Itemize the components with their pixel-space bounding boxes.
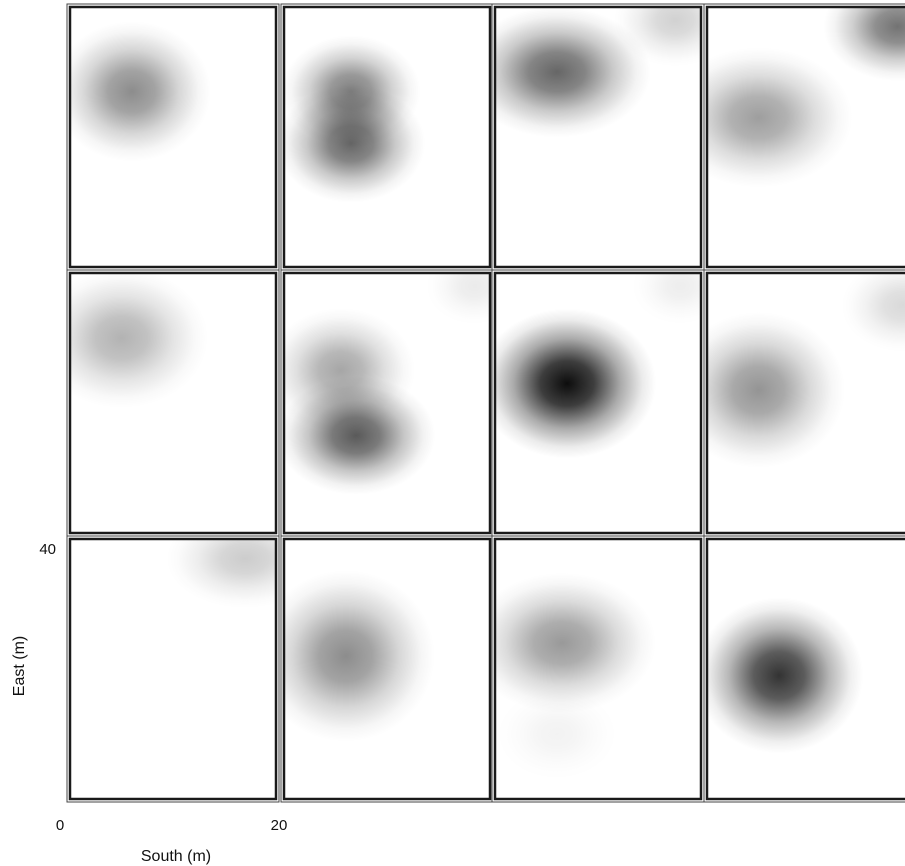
panel-frame [493,271,703,535]
heatmap-panel-r2-c4 [703,269,905,537]
density-blob [707,312,845,468]
y-axis-label: East (m) [11,636,28,696]
heatmap-panel-r2-c2 [280,269,494,537]
density-blob [425,273,490,325]
panel-grid [66,3,905,803]
density-blob [166,539,276,609]
heatmap-panel-r1-c3 [491,3,705,271]
heatmap-panel-r1-c4 [703,3,905,271]
panel-density [495,572,656,781]
x-tick-label-0: 0 [56,817,64,834]
panel-density [495,273,701,459]
panel-density [70,273,208,409]
panel-density [284,35,426,203]
heatmap-panel-r3-c3 [491,535,705,803]
density-blob [495,308,657,459]
panel-frame [705,271,905,535]
heatmap-panel-r2-c3 [491,269,705,537]
panel-density [284,570,435,742]
panel-density [284,273,490,495]
density-blob [707,47,853,188]
density-blob [70,273,208,409]
density-blob [495,572,656,714]
panel-density [707,597,864,754]
heatmap-panel-r3-c1 [66,535,280,803]
density-blob [707,597,864,754]
panel-frame [282,5,492,269]
density-blob [284,376,436,495]
panel-frame [68,271,278,535]
density-blob [823,7,905,82]
x-tick-label-20: 20 [271,817,288,834]
heatmap-panel-r3-c4 [703,535,905,803]
density-blob [495,687,619,781]
heatmap-panel-r3-c2 [280,535,494,803]
panel-density [495,7,701,138]
density-blob [70,21,211,162]
density-blob [284,84,426,203]
panel-frame [705,5,905,269]
panel-frame [705,537,905,801]
density-blob [495,7,651,138]
density-blob [284,570,435,742]
panel-frame [493,537,703,801]
heatmap-panel-r1-c2 [280,3,494,271]
heatmap-panel-r2-c1 [66,269,280,537]
panel-density [707,7,905,188]
density-blob [840,273,905,353]
density-blob [613,7,701,67]
panel-frame [68,537,278,801]
panel-frame [282,537,492,801]
y-tick-label-40: 40 [39,541,56,558]
panel-density [166,539,276,609]
panel-density [707,273,905,468]
panel-density [70,21,211,162]
panel-frame [493,5,703,269]
heatmap-panel-r1-c1 [66,3,280,271]
density-blob [630,273,701,325]
x-axis-label: South (m) [141,848,211,865]
panel-frame [68,5,278,269]
panel-frame [282,271,492,535]
